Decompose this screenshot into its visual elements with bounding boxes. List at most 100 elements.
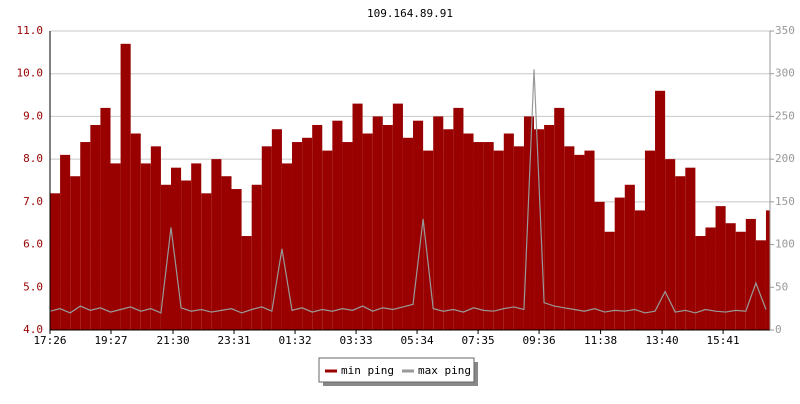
- area-column: [564, 146, 575, 330]
- legend-box: [318, 357, 475, 383]
- x-tick-label: 03:33: [339, 334, 372, 347]
- area-column: [281, 163, 293, 330]
- area-column: [503, 133, 514, 330]
- area-column: [523, 116, 535, 330]
- area-column: [251, 184, 262, 330]
- area-column: [544, 124, 555, 330]
- x-tick-label: 09:36: [523, 334, 556, 347]
- area-column: [191, 163, 202, 330]
- area-column: [594, 201, 605, 330]
- area-column: [362, 133, 373, 330]
- y-tick-label: 7.0: [23, 195, 43, 208]
- y2-tick-label: 0: [775, 323, 782, 336]
- y2-tick-label: 100: [775, 238, 795, 251]
- area-column: [765, 210, 770, 330]
- area-column: [70, 176, 81, 330]
- area-column: [312, 124, 323, 330]
- y2-tick-label: 350: [775, 24, 795, 37]
- area-column: [50, 193, 61, 330]
- chart-title: 109.164.89.91: [367, 7, 453, 20]
- x-tick-label: 07:35: [462, 334, 495, 347]
- area-column: [392, 103, 403, 330]
- legend-label: min ping: [341, 364, 394, 377]
- area-column: [150, 146, 161, 330]
- area-column: [513, 146, 524, 330]
- x-tick-label: 21:30: [156, 334, 189, 347]
- area-column: [80, 142, 91, 330]
- area-column: [705, 227, 716, 330]
- y2-tick-label: 50: [775, 280, 788, 293]
- y-tick-label: 6.0: [23, 238, 43, 251]
- area-column: [695, 236, 706, 330]
- area-column: [181, 180, 192, 330]
- x-tick-label: 19:27: [94, 334, 127, 347]
- area-column: [685, 167, 696, 330]
- area-column: [382, 124, 393, 330]
- y-tick-label: 9.0: [23, 109, 43, 122]
- area-column: [120, 43, 131, 331]
- area-column: [473, 142, 484, 330]
- area-column: [140, 163, 151, 330]
- area-column: [745, 218, 756, 330]
- area-column: [715, 206, 726, 330]
- area-column: [302, 137, 313, 330]
- area-column: [201, 193, 212, 330]
- y-tick-label: 5.0: [23, 280, 43, 293]
- area-column: [534, 129, 545, 330]
- y2-tick-label: 250: [775, 109, 795, 122]
- area-column: [433, 116, 444, 330]
- y-tick-label: 10.0: [17, 67, 44, 80]
- area-column: [211, 159, 222, 330]
- area-column: [322, 150, 333, 330]
- y-tick-label: 8.0: [23, 152, 43, 165]
- area-column: [554, 107, 565, 330]
- area-column: [614, 197, 625, 330]
- area-column: [755, 240, 766, 330]
- area-column: [584, 150, 595, 330]
- area-column: [130, 133, 141, 330]
- area-column: [624, 184, 635, 330]
- area-column: [483, 142, 494, 330]
- area-column: [110, 163, 121, 330]
- area-column: [342, 142, 353, 330]
- area-column: [655, 90, 666, 330]
- y2-tick-label: 200: [775, 152, 795, 165]
- area-column: [100, 107, 111, 330]
- area-column: [352, 103, 363, 330]
- x-tick-label: 11:38: [584, 334, 617, 347]
- area-column: [634, 210, 645, 330]
- area-column: [90, 124, 101, 330]
- area-column: [463, 133, 474, 330]
- area-column: [574, 154, 585, 330]
- area-column: [644, 150, 656, 330]
- series-line: [49, 69, 767, 314]
- area-column: [735, 231, 746, 330]
- area-column: [453, 107, 464, 330]
- x-tick-label: 17:26: [33, 334, 66, 347]
- area-column: [402, 137, 414, 330]
- y2-tick-label: 300: [775, 67, 795, 80]
- x-tick-label: 01:32: [278, 334, 311, 347]
- area-column: [413, 120, 424, 330]
- area-column: [604, 231, 615, 330]
- area-column: [60, 154, 71, 330]
- area-column: [372, 116, 383, 330]
- x-tick-label: 05:34: [400, 334, 433, 347]
- area-column: [160, 184, 172, 330]
- area-column: [271, 129, 282, 330]
- area-column: [665, 159, 676, 330]
- area-column: [423, 150, 434, 330]
- y-tick-label: 11.0: [17, 24, 44, 37]
- area-column: [171, 167, 182, 330]
- x-tick-label: 15:41: [707, 334, 740, 347]
- area-column: [221, 176, 232, 330]
- legend-label: max ping: [418, 364, 471, 377]
- area-column: [241, 236, 252, 330]
- area-column: [725, 223, 736, 330]
- x-tick-label: 13:40: [646, 334, 679, 347]
- x-tick-label: 23:31: [217, 334, 250, 347]
- area-column: [443, 129, 454, 330]
- area-column: [231, 189, 242, 330]
